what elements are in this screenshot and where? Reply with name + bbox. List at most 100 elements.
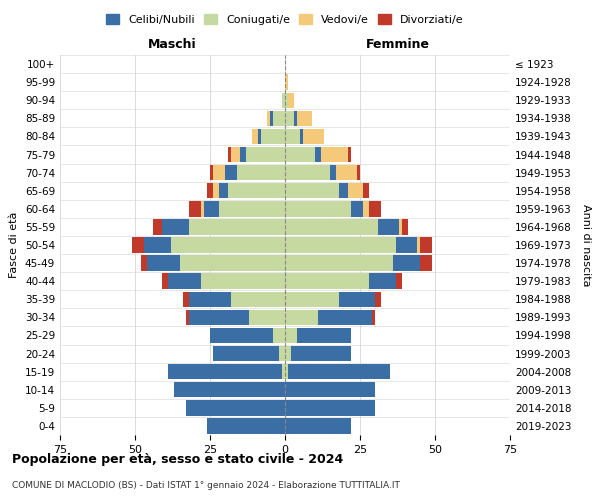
Y-axis label: Anni di nascita: Anni di nascita <box>581 204 591 286</box>
Bar <box>378 219 399 234</box>
Bar <box>162 219 189 234</box>
Bar <box>315 147 321 162</box>
Bar <box>369 274 396 289</box>
Bar <box>132 238 144 252</box>
Bar <box>252 128 258 144</box>
Bar <box>285 400 375 415</box>
Bar <box>285 74 288 90</box>
Bar <box>288 92 294 108</box>
Text: Maschi: Maschi <box>148 38 197 52</box>
Bar <box>186 310 189 325</box>
Bar <box>285 346 291 362</box>
Bar <box>249 310 285 325</box>
Bar <box>282 92 285 108</box>
Bar <box>297 328 351 343</box>
Bar <box>201 201 204 216</box>
Bar <box>393 256 420 271</box>
Bar <box>285 201 351 216</box>
Bar <box>228 147 231 162</box>
Bar <box>285 147 315 162</box>
Bar <box>285 219 378 234</box>
Bar <box>291 346 351 362</box>
Bar <box>285 183 339 198</box>
Bar <box>321 147 348 162</box>
Y-axis label: Fasce di età: Fasce di età <box>10 212 19 278</box>
Bar <box>213 346 279 362</box>
Bar <box>210 328 273 343</box>
Bar <box>180 256 285 271</box>
Bar <box>237 165 285 180</box>
Bar <box>339 292 375 307</box>
Bar <box>285 238 396 252</box>
Bar <box>285 256 393 271</box>
Text: Femmine: Femmine <box>365 38 430 52</box>
Bar <box>294 110 297 126</box>
Bar <box>147 256 180 271</box>
Bar <box>189 201 201 216</box>
Bar <box>279 346 285 362</box>
Bar <box>285 310 318 325</box>
Bar <box>213 165 225 180</box>
Bar <box>204 201 219 216</box>
Bar <box>285 165 330 180</box>
Bar <box>420 238 432 252</box>
Bar <box>261 128 285 144</box>
Bar <box>282 364 285 380</box>
Bar <box>174 382 285 398</box>
Bar <box>285 418 351 434</box>
Bar <box>231 147 240 162</box>
Bar <box>183 292 189 307</box>
Bar <box>246 147 285 162</box>
Bar <box>141 256 147 271</box>
Bar <box>285 364 288 380</box>
Bar <box>336 165 357 180</box>
Bar <box>219 183 228 198</box>
Bar <box>267 110 270 126</box>
Text: COMUNE DI MACLODIO (BS) - Dati ISTAT 1° gennaio 2024 - Elaborazione TUTTITALIA.I: COMUNE DI MACLODIO (BS) - Dati ISTAT 1° … <box>12 480 400 490</box>
Bar <box>285 92 288 108</box>
Bar <box>228 183 285 198</box>
Bar <box>231 292 285 307</box>
Bar <box>417 238 420 252</box>
Bar <box>273 328 285 343</box>
Bar <box>285 274 369 289</box>
Bar <box>168 274 201 289</box>
Bar <box>297 110 312 126</box>
Bar <box>300 128 303 144</box>
Bar <box>285 128 300 144</box>
Bar <box>225 165 237 180</box>
Bar <box>402 219 408 234</box>
Bar <box>420 256 432 271</box>
Bar <box>189 292 231 307</box>
Bar <box>348 147 351 162</box>
Bar <box>303 128 324 144</box>
Bar <box>189 219 285 234</box>
Bar <box>273 110 285 126</box>
Bar <box>369 201 381 216</box>
Bar <box>339 183 348 198</box>
Bar <box>399 219 402 234</box>
Bar <box>288 364 390 380</box>
Bar <box>285 382 375 398</box>
Bar <box>207 183 213 198</box>
Bar <box>207 418 285 434</box>
Bar <box>144 238 171 252</box>
Bar <box>285 328 297 343</box>
Bar <box>363 183 369 198</box>
Legend: Celibi/Nubili, Coniugati/e, Vedovi/e, Divorziati/e: Celibi/Nubili, Coniugati/e, Vedovi/e, Di… <box>103 11 467 28</box>
Bar <box>285 110 294 126</box>
Bar <box>258 128 261 144</box>
Bar <box>396 238 417 252</box>
Bar <box>285 292 339 307</box>
Bar <box>372 310 375 325</box>
Bar <box>330 165 336 180</box>
Text: Popolazione per età, sesso e stato civile - 2024: Popolazione per età, sesso e stato civil… <box>12 452 343 466</box>
Bar <box>186 400 285 415</box>
Bar <box>351 201 363 216</box>
Bar <box>357 165 360 180</box>
Bar <box>375 292 381 307</box>
Bar <box>270 110 273 126</box>
Bar <box>363 201 369 216</box>
Bar <box>153 219 162 234</box>
Bar <box>201 274 285 289</box>
